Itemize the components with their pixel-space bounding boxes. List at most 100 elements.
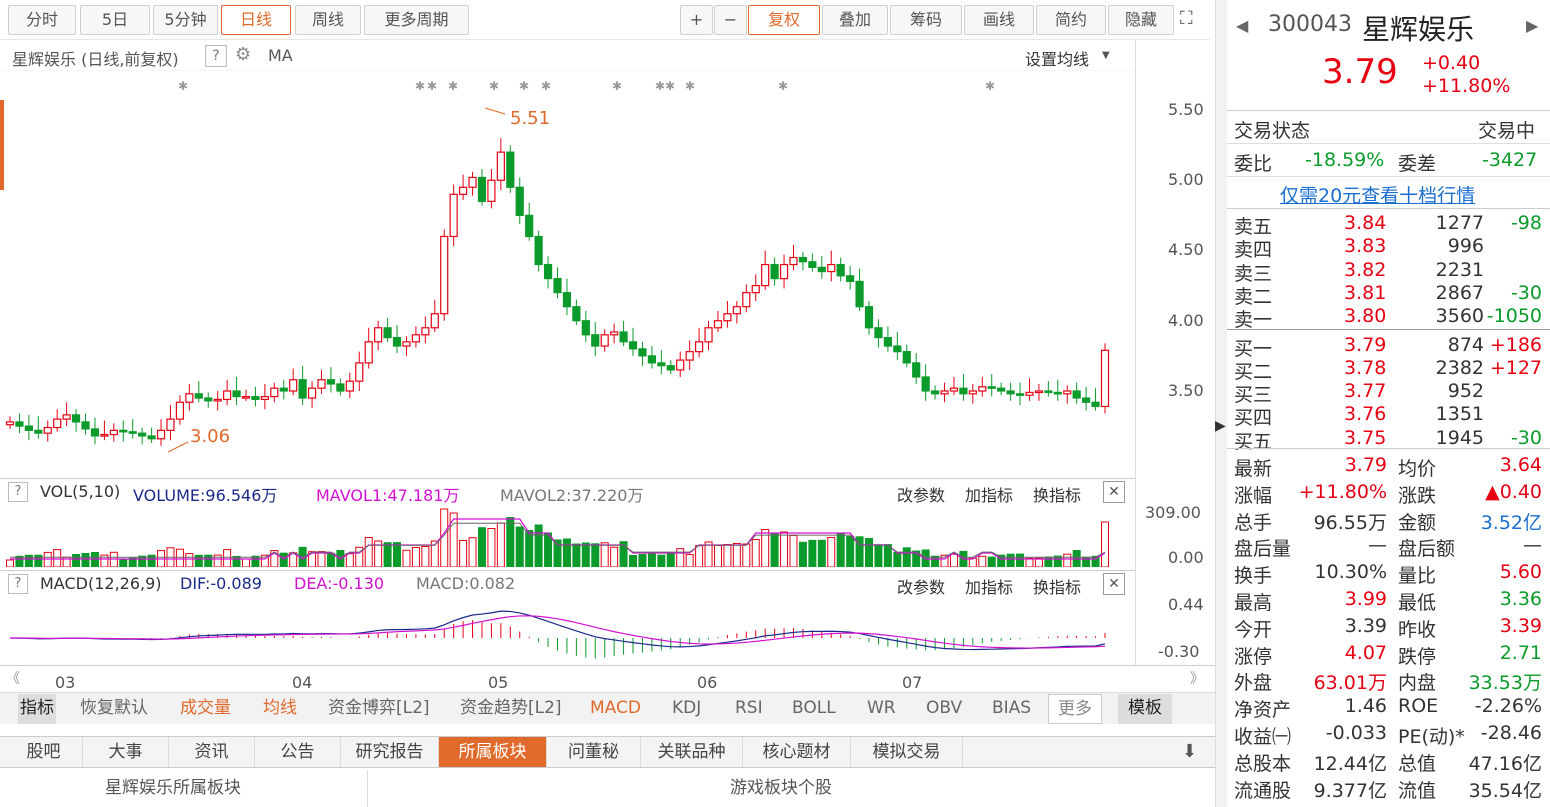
panel-action-2[interactable]: 换指标 [1033,486,1082,505]
candle [459,174,468,200]
event-marker[interactable]: ✱ [448,79,458,93]
stat-label: 涨跌 [1398,484,1437,507]
bottom-tab-5[interactable]: 所属板块 [439,737,547,767]
bottom-tab-3[interactable]: 公告 [255,737,341,767]
volume-bar [695,545,704,567]
download-icon[interactable]: ⬇ [1182,741,1198,762]
hide-button[interactable]: 隐藏 [1108,5,1174,35]
book-volume: 1351 [1435,403,1484,426]
indicator-tab-3[interactable]: 均线 [263,698,297,718]
indicator-tab-6[interactable]: MACD [590,698,641,718]
period-day[interactable]: 日线 [221,5,291,35]
volume-bar [629,555,638,567]
event-marker[interactable]: ✱ [665,79,675,93]
stat-label: 量比 [1398,565,1437,588]
bottom-tab-8[interactable]: 核心题材 [743,737,851,767]
macd-help-icon[interactable]: ? [8,574,28,594]
bottom-tab-2[interactable]: 资讯 [169,737,255,767]
candle [600,329,609,352]
indicator-tab-0[interactable]: 指标 [18,694,56,724]
macd-chart [9,610,1106,659]
ma-setting-button[interactable]: 设置均线 [1025,50,1090,69]
period-more[interactable]: 更多周期 [364,5,469,35]
weibi-value: -18.59% [1305,149,1385,171]
fullscreen-icon[interactable]: ⛶ [1180,8,1193,29]
kline-chart[interactable]: ✱ ✱ ✱ ✱ ✱ ✱ ✱ ✱ ✱ ✱ ✱ ✱ ✱ [0,70,1135,475]
chips-button[interactable]: 筹码 [890,5,962,35]
panel-action-1[interactable]: 加指标 [965,486,1014,505]
event-marker[interactable]: ✱ [655,79,665,93]
close-icon[interactable]: ✕ [1103,573,1125,595]
bottom-tab-6[interactable]: 问董秘 [547,737,641,767]
panel-action-1[interactable]: 加指标 [965,578,1014,597]
panel-action-0[interactable]: 改参数 [897,578,946,597]
period-fenshi[interactable]: 分时 [8,5,76,35]
volume-bar [138,555,147,567]
period-5min[interactable]: 5分钟 [153,5,218,35]
low-mark: 3.06 [190,426,231,447]
indicator-tab-2[interactable]: 成交量 [180,698,231,718]
period-week[interactable]: 周线 [295,5,361,35]
indicator-tab-1[interactable]: 恢复默认 [80,698,148,718]
adjust-button[interactable]: 复权 [748,5,820,35]
close-icon[interactable]: ✕ [1103,481,1125,503]
indicator-tab-10[interactable]: WR [867,698,896,718]
indicator-tab-9[interactable]: BOLL [792,698,836,718]
volume-bar [572,543,581,567]
collapse-icon[interactable]: ▶ [1215,418,1226,434]
help-icon[interactable]: ? [205,45,227,67]
candle [402,336,411,356]
event-marker[interactable]: ✱ [778,79,788,93]
event-marker[interactable]: ✱ [541,79,551,93]
volume-bar [449,512,458,567]
bottom-tab-1[interactable]: 大事 [83,737,169,767]
indicator-tab-5[interactable]: 资金趋势[L2] [460,698,562,718]
period-5day[interactable]: 5日 [80,5,150,35]
next-stock-icon[interactable]: ▶ [1526,16,1539,35]
event-marker[interactable]: ✱ [612,79,622,93]
indicator-tab-11[interactable]: OBV [926,698,963,718]
bottom-tab-7[interactable]: 关联品种 [641,737,743,767]
chevron-down-icon[interactable]: ▼ [1102,50,1110,61]
prev-stock-icon[interactable]: ◀ [1236,16,1249,35]
candle [864,301,874,335]
stat-value: 3.64 [1499,454,1542,476]
zoom-in-button[interactable]: + [680,5,713,35]
candle [440,229,449,321]
volume-bar [477,527,486,567]
event-marker[interactable]: ✱ [685,79,695,93]
level10-promo-link[interactable]: 仅需20元查看十档行情 [1280,185,1476,207]
scroll-right-icon[interactable]: 》 [1190,671,1204,687]
indicator-tab-8[interactable]: RSI [735,698,763,718]
volume-bar [619,541,628,567]
macd-tick-top: 0.44 [1168,595,1204,614]
bottom-tab-0[interactable]: 股吧 [5,737,83,767]
overlay-button[interactable]: 叠加 [822,5,888,35]
panel-action-2[interactable]: 换指标 [1033,578,1082,597]
indicator-tab-12[interactable]: BIAS [992,698,1032,718]
book-label: 买四 [1234,407,1273,430]
event-marker[interactable]: ✱ [427,79,437,93]
candle [392,324,402,354]
scroll-left-icon[interactable]: 《 [6,671,20,687]
event-marker[interactable]: ✱ [415,79,425,93]
indicator-tab-7[interactable]: KDJ [672,698,702,718]
indicator-tab-4[interactable]: 资金博弈[L2] [328,698,430,718]
panel-action-0[interactable]: 改参数 [897,486,946,505]
event-marker[interactable]: ✱ [519,79,529,93]
gear-icon[interactable]: ⚙ [235,44,252,65]
event-marker[interactable]: ✱ [178,79,188,93]
vol-help-icon[interactable]: ? [8,482,28,502]
template-button[interactable]: 模板 [1118,694,1172,724]
volume-bar [798,541,807,567]
volume-bar [251,555,260,567]
zoom-out-button[interactable]: − [714,5,747,35]
bottom-tab-9[interactable]: 模拟交易 [851,737,963,767]
simple-button[interactable]: 简约 [1036,5,1106,35]
volume-bar [1006,553,1015,567]
bottom-tab-4[interactable]: 研究报告 [341,737,439,767]
draw-button[interactable]: 画线 [964,5,1034,35]
event-marker[interactable]: ✱ [489,79,499,93]
more-indicators-button[interactable]: 更多 [1048,694,1102,724]
event-marker[interactable]: ✱ [985,79,995,93]
